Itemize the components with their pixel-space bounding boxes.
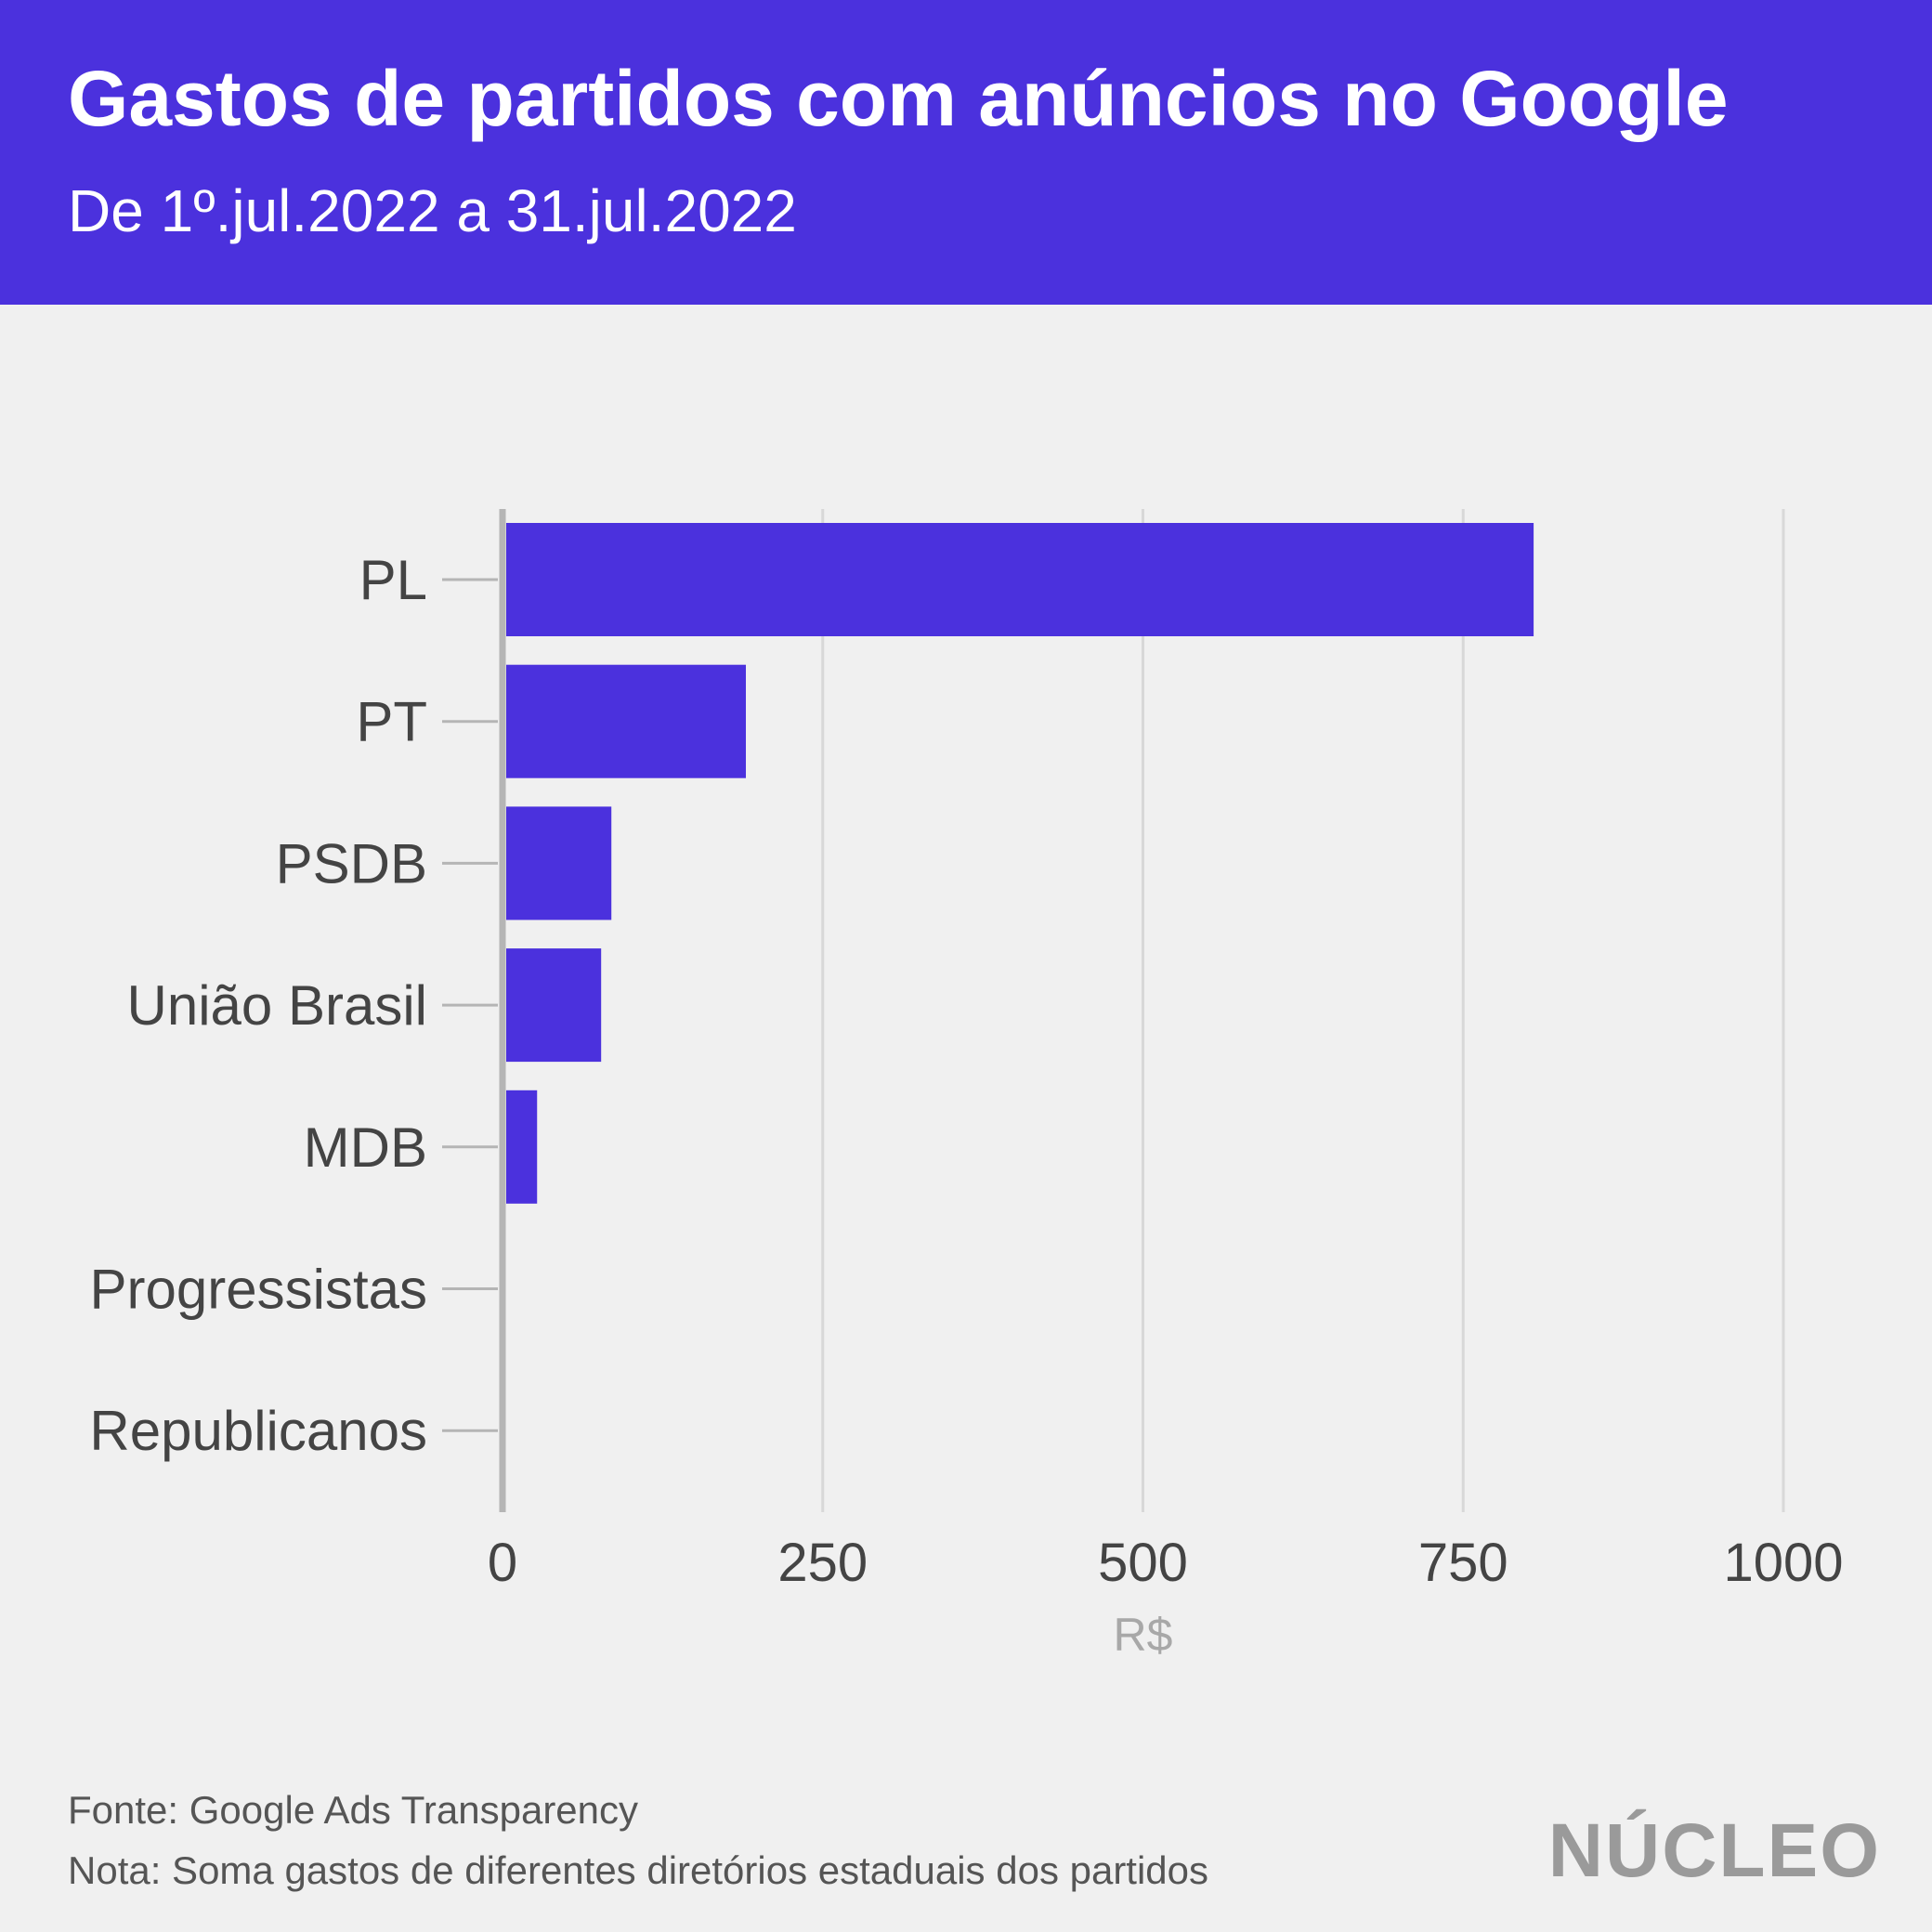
bar bbox=[506, 948, 602, 1063]
logo-wordmark: NÚCLEO bbox=[1547, 1808, 1881, 1893]
category-label: MDB bbox=[304, 1116, 427, 1179]
nucleo-logo: NÚCLEO bbox=[1505, 1808, 1881, 1893]
x-axis-label: R$ bbox=[1114, 1609, 1173, 1661]
bar bbox=[506, 1090, 538, 1204]
category-label: PSDB bbox=[276, 832, 427, 894]
chart-subtitle: De 1º.jul.2022 a 31.jul.2022 bbox=[68, 177, 797, 244]
category-label: União Brasil bbox=[127, 974, 427, 1037]
category-label: Republicanos bbox=[89, 1400, 427, 1462]
bar bbox=[506, 806, 612, 920]
x-tick-label: 0 bbox=[488, 1533, 517, 1593]
category-label: PL bbox=[359, 549, 427, 611]
bar bbox=[506, 523, 1534, 636]
methodology-note: Nota: Soma gastos de diferentes diretóri… bbox=[68, 1848, 1209, 1892]
x-tick-label: 500 bbox=[1098, 1533, 1188, 1593]
x-tick-label: 750 bbox=[1418, 1533, 1508, 1593]
category-label: Progressistas bbox=[90, 1259, 427, 1321]
x-tick-label: 250 bbox=[777, 1533, 868, 1593]
bar bbox=[506, 664, 747, 778]
category-label: PT bbox=[356, 691, 427, 753]
chart-title: Gastos de partidos com anúncios no Googl… bbox=[68, 55, 1729, 142]
x-tick-label: 1000 bbox=[1723, 1533, 1843, 1593]
header-banner: Gastos de partidos com anúncios no Googl… bbox=[0, 0, 1932, 305]
source-note: Fonte: Google Ads Transparency bbox=[68, 1788, 639, 1832]
